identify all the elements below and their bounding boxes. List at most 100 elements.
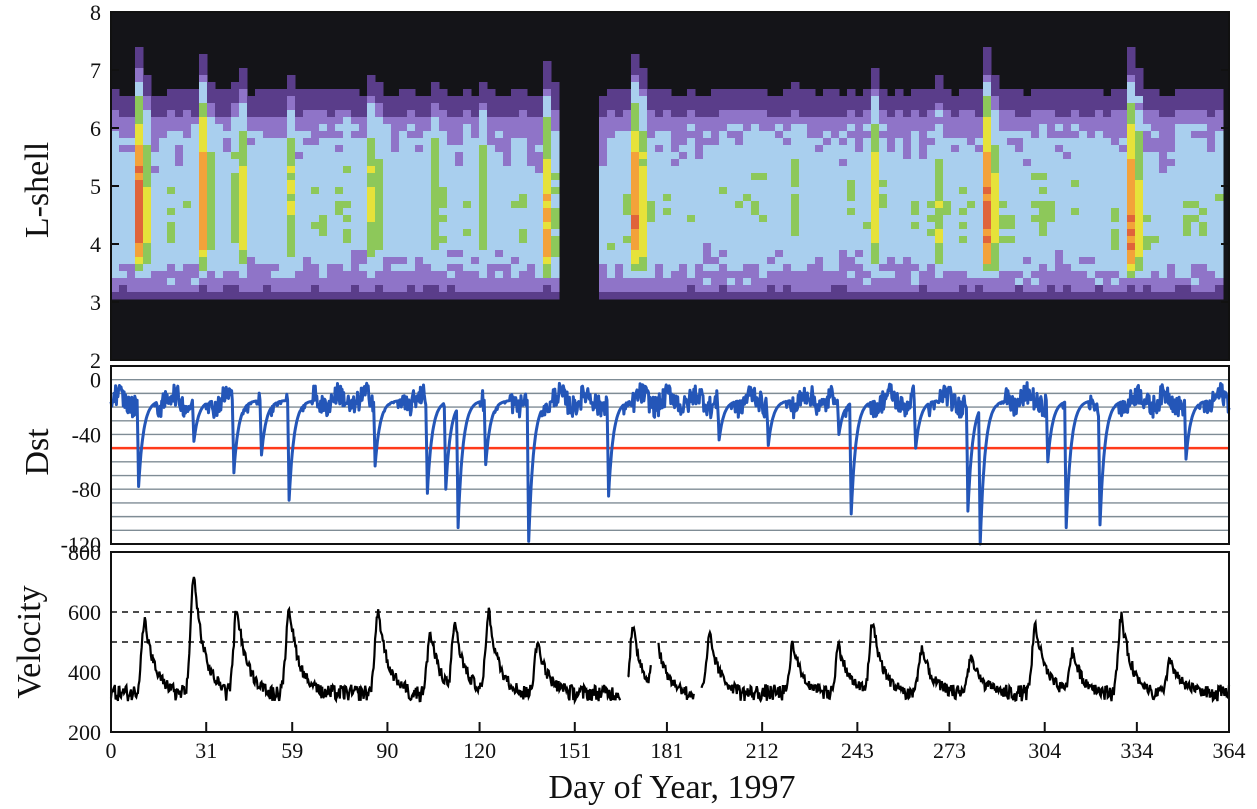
heatmap-cell: [1007, 103, 1016, 111]
heatmap-cell: [1039, 110, 1048, 118]
heatmap-cell: [135, 68, 144, 76]
heatmap-cell: [615, 222, 624, 230]
heatmap-cell: [503, 124, 512, 132]
heatmap-cell: [407, 285, 416, 293]
heatmap-cell: [135, 264, 144, 272]
heatmap-cell: [703, 257, 712, 265]
heatmap-cell: [279, 166, 288, 174]
heatmap-cell: [639, 89, 648, 97]
heatmap-cell: [1199, 229, 1208, 237]
heatmap-cell: [1015, 180, 1024, 188]
heatmap-cell: [911, 166, 920, 174]
heatmap-cell: [631, 243, 640, 251]
heatmap-cell: [831, 131, 840, 139]
heatmap-cell: [367, 131, 376, 139]
heatmap-cell: [975, 222, 984, 230]
heatmap-cell: [1135, 222, 1144, 230]
heatmap-cell: [711, 229, 720, 237]
heatmap-cell: [135, 54, 144, 62]
heatmap-cell: [815, 271, 824, 279]
heatmap-cell: [1103, 194, 1112, 202]
heatmap-cell: [423, 152, 432, 160]
heatmap-cell: [759, 222, 768, 230]
heatmap-cell: [335, 166, 344, 174]
heatmap-cell: [735, 96, 744, 104]
heatmap-cell: [151, 96, 160, 104]
heatmap-cell: [135, 271, 144, 279]
heatmap-cell: [1119, 215, 1128, 223]
heatmap-cell: [943, 222, 952, 230]
heatmap-cell: [927, 166, 936, 174]
heatmap-cell: [1039, 166, 1048, 174]
heatmap-cell: [999, 208, 1008, 216]
heatmap-cell: [479, 103, 488, 111]
heatmap-cell: [199, 292, 208, 300]
heatmap-cell: [527, 110, 536, 118]
heatmap-cell: [1055, 257, 1064, 265]
heatmap-cell: [871, 138, 880, 146]
heatmap-cell: [727, 271, 736, 279]
heatmap-cell: [863, 243, 872, 251]
heatmap-cell: [247, 208, 256, 216]
heatmap-cell: [759, 278, 768, 286]
heatmap-cell: [847, 194, 856, 202]
heatmap-cell: [903, 215, 912, 223]
heatmap-cell: [1199, 145, 1208, 153]
heatmap-cell: [367, 117, 376, 125]
heatmap-cell: [1183, 229, 1192, 237]
heatmap-cell: [191, 201, 200, 209]
heatmap-cell: [783, 285, 792, 293]
heatmap-cell: [463, 271, 472, 279]
heatmap-cell: [1175, 257, 1184, 265]
heatmap-cell: [135, 124, 144, 132]
heatmap-cell: [695, 292, 704, 300]
heatmap-cell: [1071, 138, 1080, 146]
heatmap-cell: [807, 124, 816, 132]
heatmap-cell: [1087, 250, 1096, 258]
heatmap-cell: [255, 208, 264, 216]
heatmap-cell: [1119, 222, 1128, 230]
heatmap-cell: [943, 187, 952, 195]
heatmap-cell: [535, 138, 544, 146]
heatmap-cell: [119, 145, 128, 153]
heatmap-cell: [135, 173, 144, 181]
heatmap-cell: [783, 292, 792, 300]
heatmap-cell: [895, 103, 904, 111]
heatmap-cell: [727, 96, 736, 104]
heatmap-cell: [951, 110, 960, 118]
heatmap-cell: [511, 285, 520, 293]
heatmap-cell: [375, 201, 384, 209]
heatmap-cell: [887, 180, 896, 188]
heatmap-cell: [327, 222, 336, 230]
heatmap-cell: [703, 229, 712, 237]
heatmap-cell: [631, 257, 640, 265]
heatmap-cell: [1087, 278, 1096, 286]
heatmap-cell: [623, 180, 632, 188]
heatmap-cell: [791, 257, 800, 265]
heatmap-cell: [551, 250, 560, 258]
heatmap-cell: [991, 96, 1000, 104]
heatmap-cell: [527, 166, 536, 174]
heatmap-cell: [1111, 229, 1120, 237]
heatmap-cell: [167, 215, 176, 223]
heatmap-cell: [143, 236, 152, 244]
heatmap-cell: [639, 82, 648, 90]
heatmap-cell: [1127, 208, 1136, 216]
heatmap-cell: [1015, 194, 1024, 202]
heatmap-cell: [727, 152, 736, 160]
heatmap-cell: [519, 257, 528, 265]
heatmap-cell: [871, 243, 880, 251]
heatmap-cell: [1087, 117, 1096, 125]
heatmap-cell: [471, 180, 480, 188]
heatmap-cell: [623, 166, 632, 174]
heatmap-cell: [863, 110, 872, 118]
heatmap-cell: [151, 243, 160, 251]
heatmap-cell: [471, 229, 480, 237]
heatmap-cell: [959, 166, 968, 174]
heatmap-cell: [1087, 138, 1096, 146]
heatmap-cell: [791, 173, 800, 181]
heatmap-cell: [239, 292, 248, 300]
heatmap-cell: [743, 166, 752, 174]
heatmap-cell: [1135, 103, 1144, 111]
heatmap-cell: [935, 257, 944, 265]
